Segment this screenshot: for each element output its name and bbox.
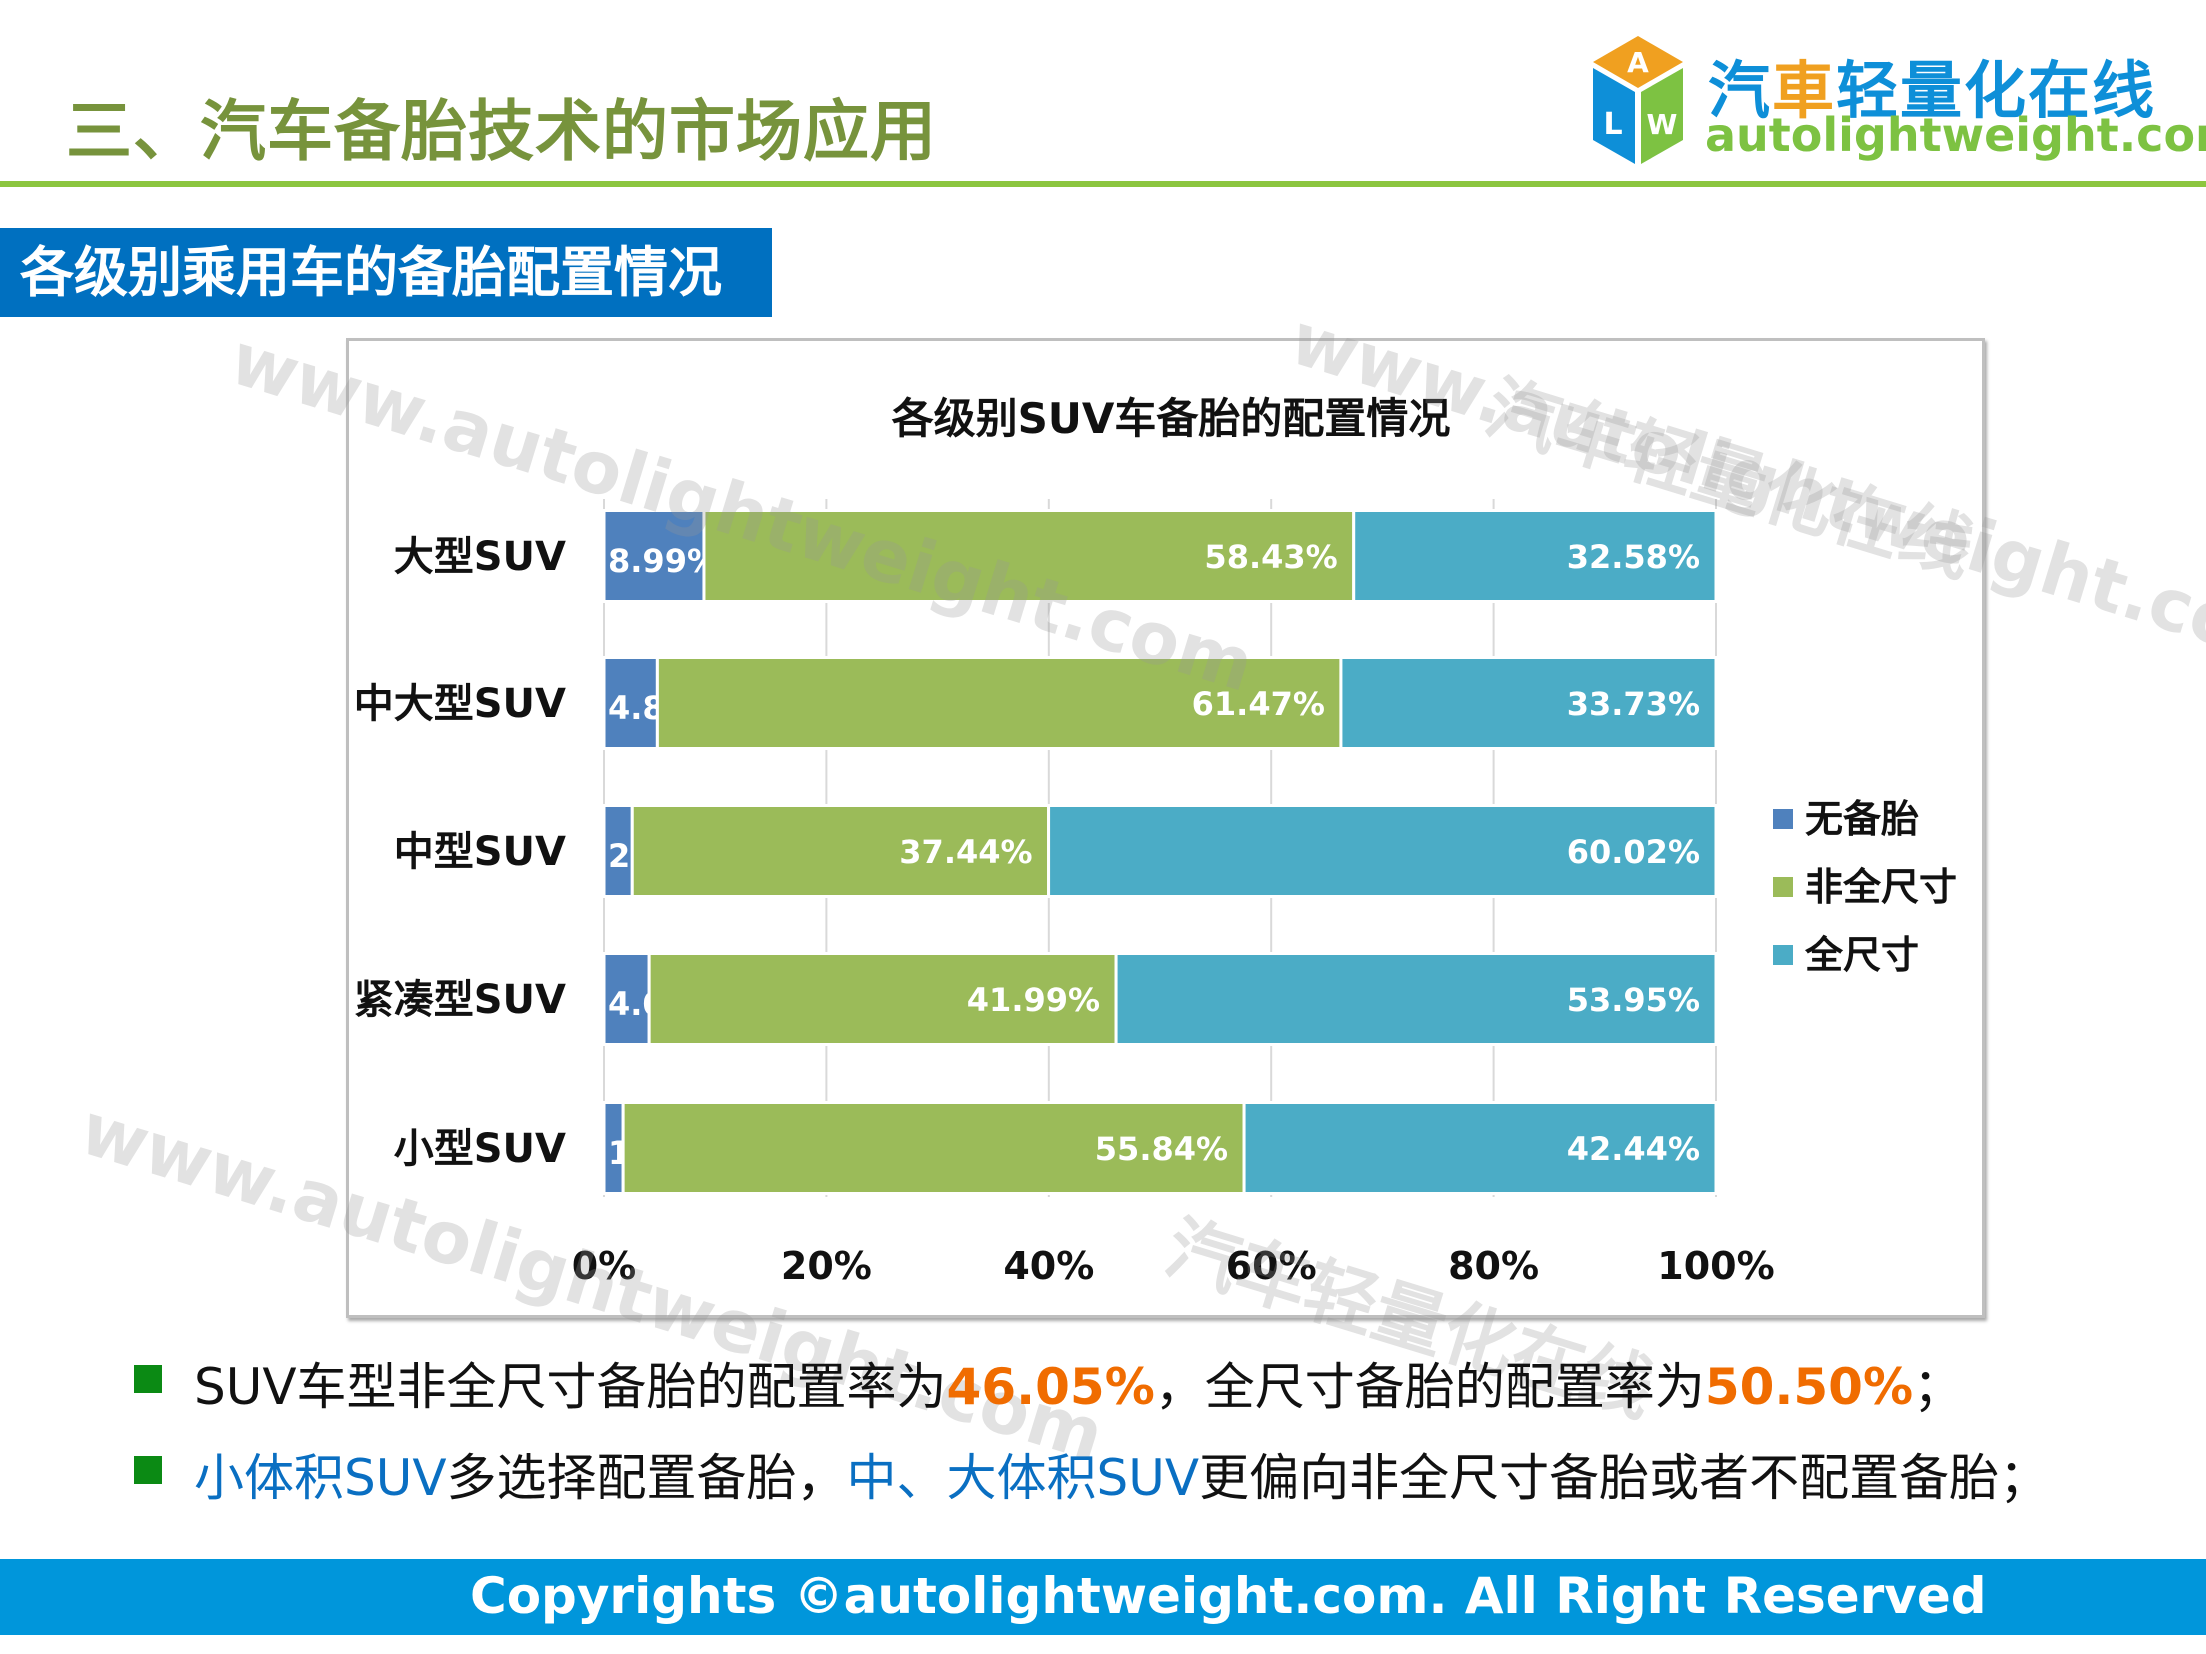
bar-segment — [630, 804, 1051, 898]
category-label: 中大型SUV — [354, 681, 566, 727]
legend-swatch — [1773, 945, 1793, 965]
data-label: 8.99% — [608, 542, 719, 580]
x-tick-label: 80% — [1448, 1244, 1539, 1288]
legend-label: 无备胎 — [1805, 797, 1919, 841]
data-label: 58.43% — [1204, 538, 1337, 576]
logo-url: autolightweight.com — [1705, 108, 2206, 162]
bar-segment — [655, 656, 1343, 750]
chart-title: 各级别SUV车备胎的配置情况 — [892, 394, 1451, 443]
svg-text:W: W — [1647, 108, 1678, 141]
bullet-icon — [134, 1365, 162, 1393]
legend-label: 非全尺寸 — [1805, 865, 1957, 909]
legend-label: 全尺寸 — [1804, 933, 1919, 977]
legend-swatch — [1773, 877, 1793, 897]
data-label: 33.73% — [1567, 685, 1700, 723]
bar-segment — [602, 952, 651, 1046]
data-label: 41.99% — [967, 981, 1100, 1019]
copyright-text: Copyrights ©autolightweight.com. All Rig… — [470, 1567, 1987, 1625]
bar-segment — [1114, 952, 1718, 1046]
logo-cube-icon: A L W — [1593, 36, 1683, 164]
data-label: 42.44% — [1567, 1130, 1700, 1168]
x-tick-label: 40% — [1003, 1244, 1094, 1288]
x-tick-label: 20% — [781, 1244, 872, 1288]
bar-segment — [1339, 656, 1718, 750]
x-tick-label: 0% — [572, 1244, 637, 1288]
svg-text:L: L — [1603, 107, 1622, 142]
bar-segment — [602, 509, 706, 603]
x-tick-label: 100% — [1657, 1244, 1774, 1288]
bullet-text-2: 小体积SUV多选择配置备胎，中、大体积SUV更偏向非全尺寸备胎或者不配置备胎； — [194, 1449, 2050, 1507]
bar-segment — [602, 804, 634, 898]
footer-bar: Copyrights ©autolightweight.com. All Rig… — [0, 1559, 2206, 1635]
data-label: 32.58% — [1567, 538, 1700, 576]
category-label: 中型SUV — [394, 829, 566, 875]
slide-title: 三、汽车备胎技术的市场应用 — [66, 93, 937, 170]
bar-segment — [1352, 509, 1718, 603]
x-tick-label: 60% — [1226, 1244, 1317, 1288]
bar-segment — [1047, 804, 1718, 898]
legend-swatch — [1773, 809, 1793, 829]
bar-segment — [1242, 1101, 1718, 1195]
bullet-icon — [134, 1456, 162, 1484]
category-label: 紧凑型SUV — [354, 977, 566, 1023]
data-label: 37.44% — [899, 833, 1032, 871]
bar-segment — [621, 1101, 1246, 1195]
section-title: 各级别乘用车的备胎配置情况 — [0, 228, 772, 317]
logo-chinese: 汽車轻量化在线 — [1708, 54, 2157, 127]
chart-container: 各级别SUV车备胎的配置情况 8.99%58.43%32.58%4.80%61.… — [346, 338, 1985, 1318]
header-divider — [0, 181, 2206, 187]
bullet-text-1: SUV车型非全尺寸备胎的配置率为46.05%，全尺寸备胎的配置率为50.50%； — [194, 1358, 1964, 1416]
data-label: 60.02% — [1567, 833, 1700, 871]
data-label: 55.84% — [1095, 1130, 1228, 1168]
bar-segment — [647, 952, 1118, 1046]
data-label: 61.47% — [1192, 685, 1325, 723]
category-label: 大型SUV — [394, 534, 566, 580]
data-label: 53.95% — [1567, 981, 1700, 1019]
category-label: 小型SUV — [394, 1126, 566, 1172]
stacked-bar-chart: 各级别SUV车备胎的配置情况 8.99%58.43%32.58%4.80%61.… — [354, 394, 1957, 1288]
svg-text:A: A — [1627, 46, 1649, 79]
bar-segment — [702, 509, 1356, 603]
brand-logo: A L W 汽車轻量化在线 autolightweight.com — [1583, 28, 2206, 173]
